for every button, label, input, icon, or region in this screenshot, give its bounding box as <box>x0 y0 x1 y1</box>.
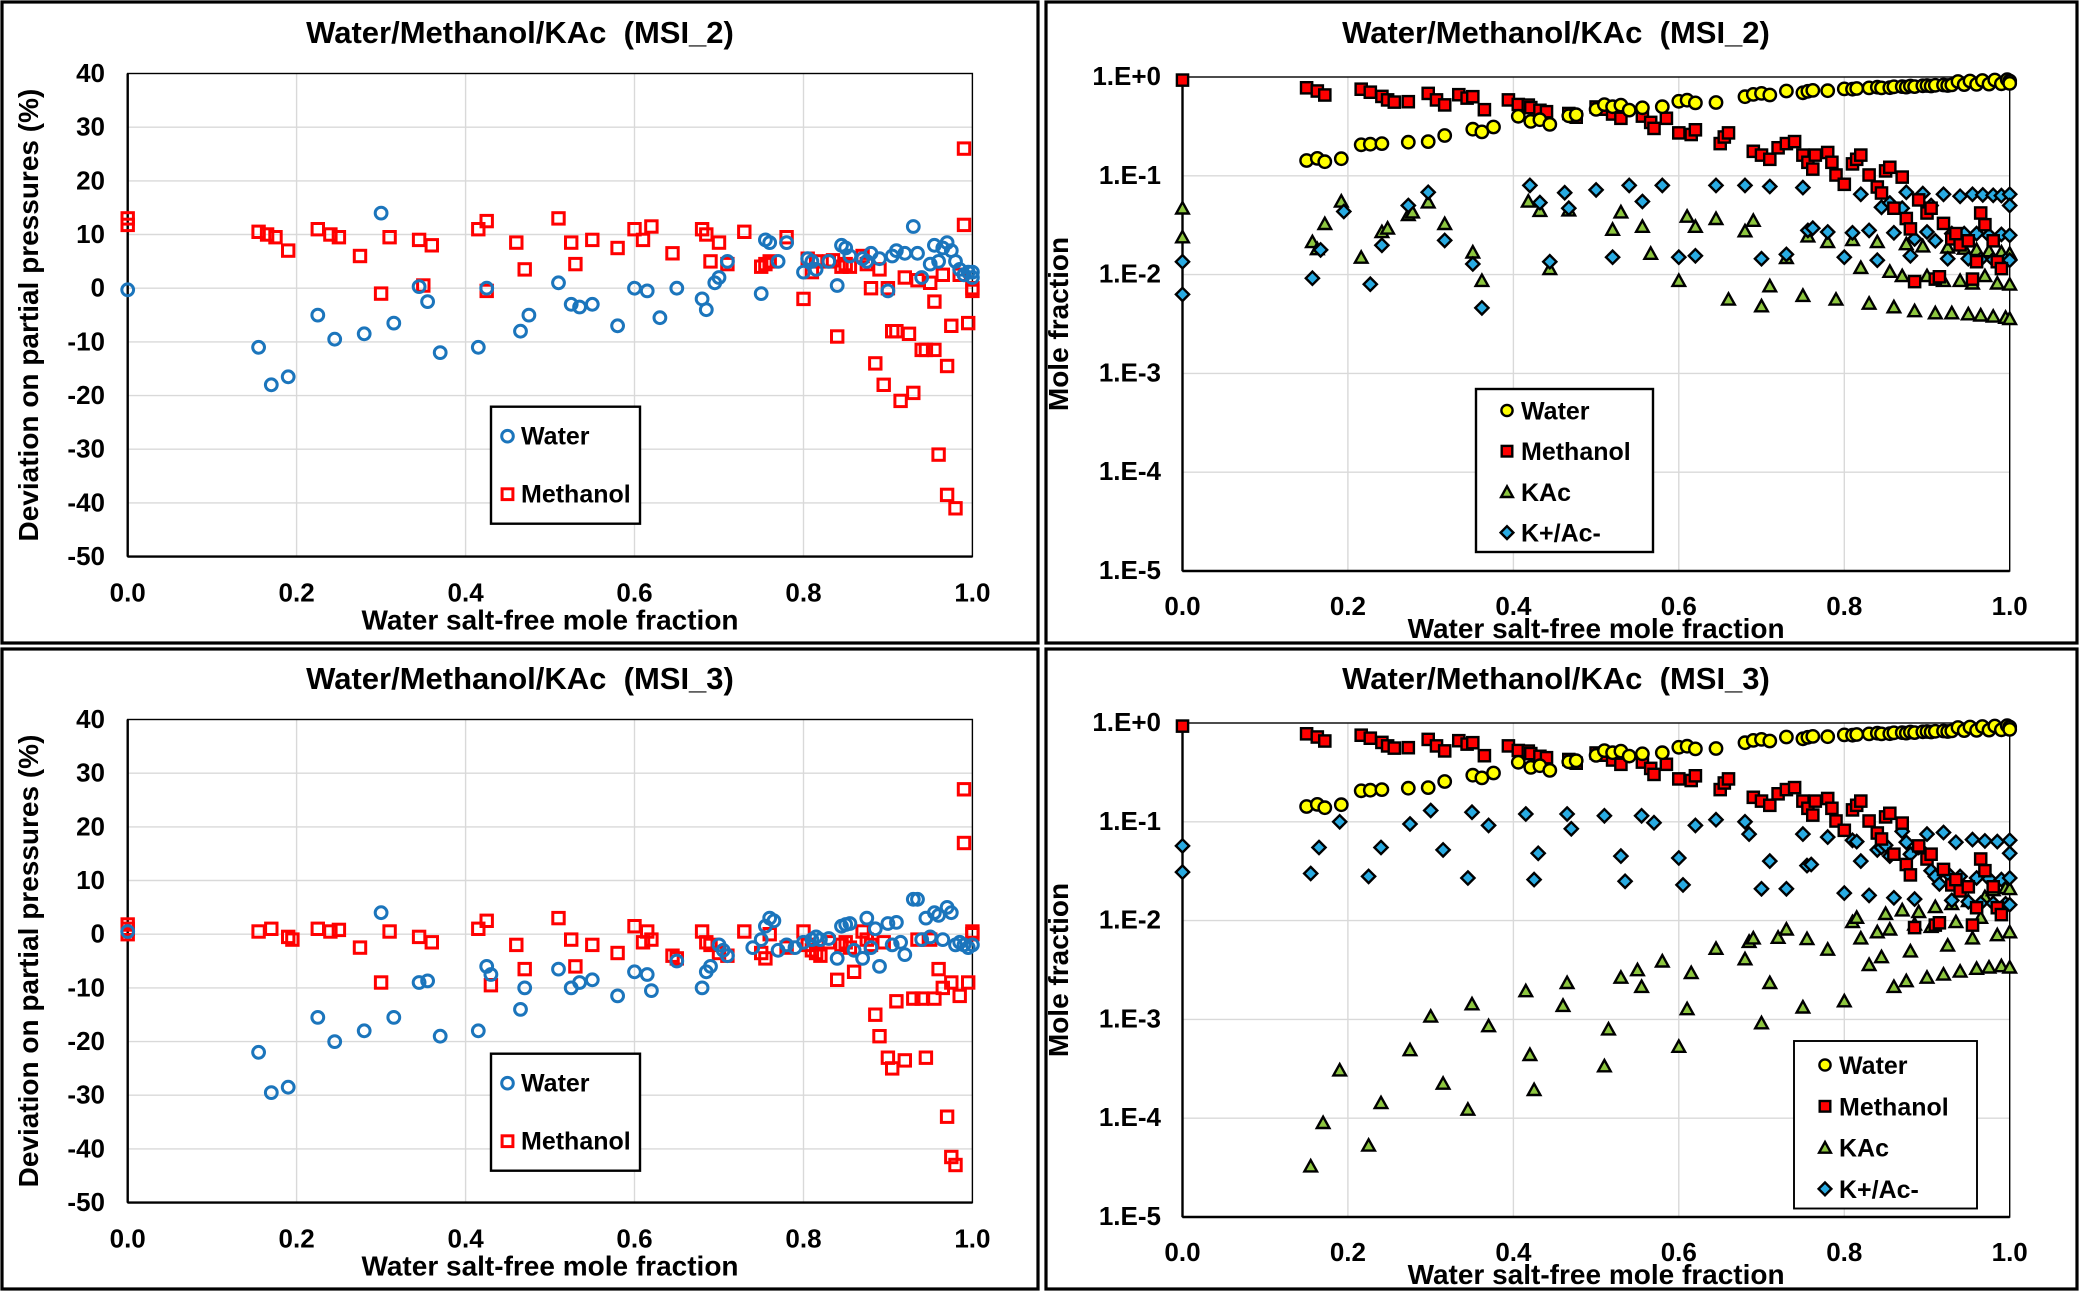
svg-text:-50: -50 <box>67 1187 105 1217</box>
svg-text:Water salt-free mole fraction: Water salt-free mole fraction <box>1408 1259 1785 1290</box>
svg-text:1.E+0: 1.E+0 <box>1092 707 1161 737</box>
svg-text:-40: -40 <box>67 487 105 517</box>
svg-text:-20: -20 <box>67 1026 105 1056</box>
svg-text:0.6: 0.6 <box>616 578 652 608</box>
svg-text:1.0: 1.0 <box>1992 591 2028 621</box>
svg-text:30: 30 <box>76 112 105 142</box>
svg-text:0.0: 0.0 <box>110 578 146 608</box>
svg-text:0.6: 0.6 <box>616 1224 652 1254</box>
svg-text:Methanol: Methanol <box>521 1128 631 1156</box>
svg-text:1.0: 1.0 <box>954 578 990 608</box>
svg-text:Water: Water <box>521 1070 590 1098</box>
svg-text:0.2: 0.2 <box>279 578 315 608</box>
svg-text:1.E-5: 1.E-5 <box>1099 555 1161 585</box>
svg-text:0: 0 <box>91 919 105 949</box>
svg-text:Methanol: Methanol <box>521 481 631 509</box>
svg-text:10: 10 <box>76 219 105 249</box>
svg-text:Water/Methanol/KAc (MSI_2): Water/Methanol/KAc (MSI_2) <box>306 15 734 50</box>
svg-text:KAc: KAc <box>1521 479 1571 507</box>
svg-text:K+/Ac-: K+/Ac- <box>1521 520 1601 548</box>
svg-text:0.0: 0.0 <box>110 1224 146 1254</box>
svg-text:-10: -10 <box>67 326 105 356</box>
svg-text:0.2: 0.2 <box>1330 591 1366 621</box>
svg-text:0.4: 0.4 <box>1495 591 1532 621</box>
svg-text:Deviation on partial pressures: Deviation on partial pressures (%) <box>13 89 44 542</box>
svg-text:0.0: 0.0 <box>1164 591 1200 621</box>
svg-text:Water/Methanol/KAc (MSI_2): Water/Methanol/KAc (MSI_2) <box>1342 15 1770 50</box>
svg-text:1.E-3: 1.E-3 <box>1099 357 1161 387</box>
svg-text:Water salt-free mole fraction: Water salt-free mole fraction <box>361 1251 738 1282</box>
svg-text:Water salt-free mole fraction: Water salt-free mole fraction <box>1408 613 1785 644</box>
svg-text:1.E-4: 1.E-4 <box>1099 1102 1162 1132</box>
svg-text:1.E-2: 1.E-2 <box>1099 905 1161 935</box>
svg-text:0.2: 0.2 <box>279 1224 315 1254</box>
svg-text:Water: Water <box>1521 398 1590 426</box>
svg-text:-10: -10 <box>67 972 105 1002</box>
svg-text:-40: -40 <box>67 1133 105 1163</box>
svg-text:Water/Methanol/KAc (MSI_3): Water/Methanol/KAc (MSI_3) <box>1342 661 1770 696</box>
svg-text:KAc: KAc <box>1839 1135 1889 1163</box>
svg-text:30: 30 <box>76 758 105 788</box>
svg-text:1.E-1: 1.E-1 <box>1099 806 1161 836</box>
svg-text:0.4: 0.4 <box>1495 1237 1532 1267</box>
svg-text:0.6: 0.6 <box>1661 1237 1697 1267</box>
svg-text:0.8: 0.8 <box>1826 1237 1862 1267</box>
svg-text:Water salt-free mole fraction: Water salt-free mole fraction <box>361 605 738 636</box>
svg-text:0.8: 0.8 <box>1826 591 1862 621</box>
svg-text:Water/Methanol/KAc (MSI_3): Water/Methanol/KAc (MSI_3) <box>306 661 734 696</box>
svg-text:1.0: 1.0 <box>1992 1237 2028 1267</box>
svg-text:-30: -30 <box>67 1080 105 1110</box>
svg-text:1.E-5: 1.E-5 <box>1099 1201 1161 1231</box>
svg-text:1.E-1: 1.E-1 <box>1099 160 1161 190</box>
svg-text:-30: -30 <box>67 434 105 464</box>
svg-text:Mole fraction: Mole fraction <box>1043 883 1074 1057</box>
svg-text:40: 40 <box>76 704 105 734</box>
svg-text:0.0: 0.0 <box>1164 1237 1200 1267</box>
svg-text:-50: -50 <box>67 541 105 571</box>
svg-text:0.8: 0.8 <box>785 578 821 608</box>
svg-text:0.4: 0.4 <box>448 1224 485 1254</box>
svg-text:Deviation on partial pressures: Deviation on partial pressures (%) <box>13 735 44 1188</box>
svg-text:Methanol: Methanol <box>1521 438 1631 466</box>
svg-text:0.2: 0.2 <box>1330 1237 1366 1267</box>
svg-text:40: 40 <box>76 58 105 88</box>
svg-text:0.4: 0.4 <box>448 578 485 608</box>
svg-text:0: 0 <box>91 273 105 303</box>
svg-text:1.0: 1.0 <box>954 1224 990 1254</box>
svg-text:1.E-3: 1.E-3 <box>1099 1003 1161 1033</box>
svg-text:Mole fraction: Mole fraction <box>1043 237 1074 411</box>
svg-text:-20: -20 <box>67 380 105 410</box>
svg-text:Water: Water <box>521 423 590 451</box>
svg-text:K+/Ac-: K+/Ac- <box>1839 1176 1919 1204</box>
svg-text:0.8: 0.8 <box>785 1224 821 1254</box>
svg-text:1.E-4: 1.E-4 <box>1099 456 1162 486</box>
svg-text:20: 20 <box>76 811 105 841</box>
svg-text:0.6: 0.6 <box>1661 591 1697 621</box>
svg-text:10: 10 <box>76 865 105 895</box>
svg-text:Methanol: Methanol <box>1839 1093 1949 1121</box>
svg-text:1.E+0: 1.E+0 <box>1092 61 1161 91</box>
svg-text:1.E-2: 1.E-2 <box>1099 259 1161 289</box>
svg-text:Water: Water <box>1839 1052 1908 1080</box>
svg-text:20: 20 <box>76 165 105 195</box>
